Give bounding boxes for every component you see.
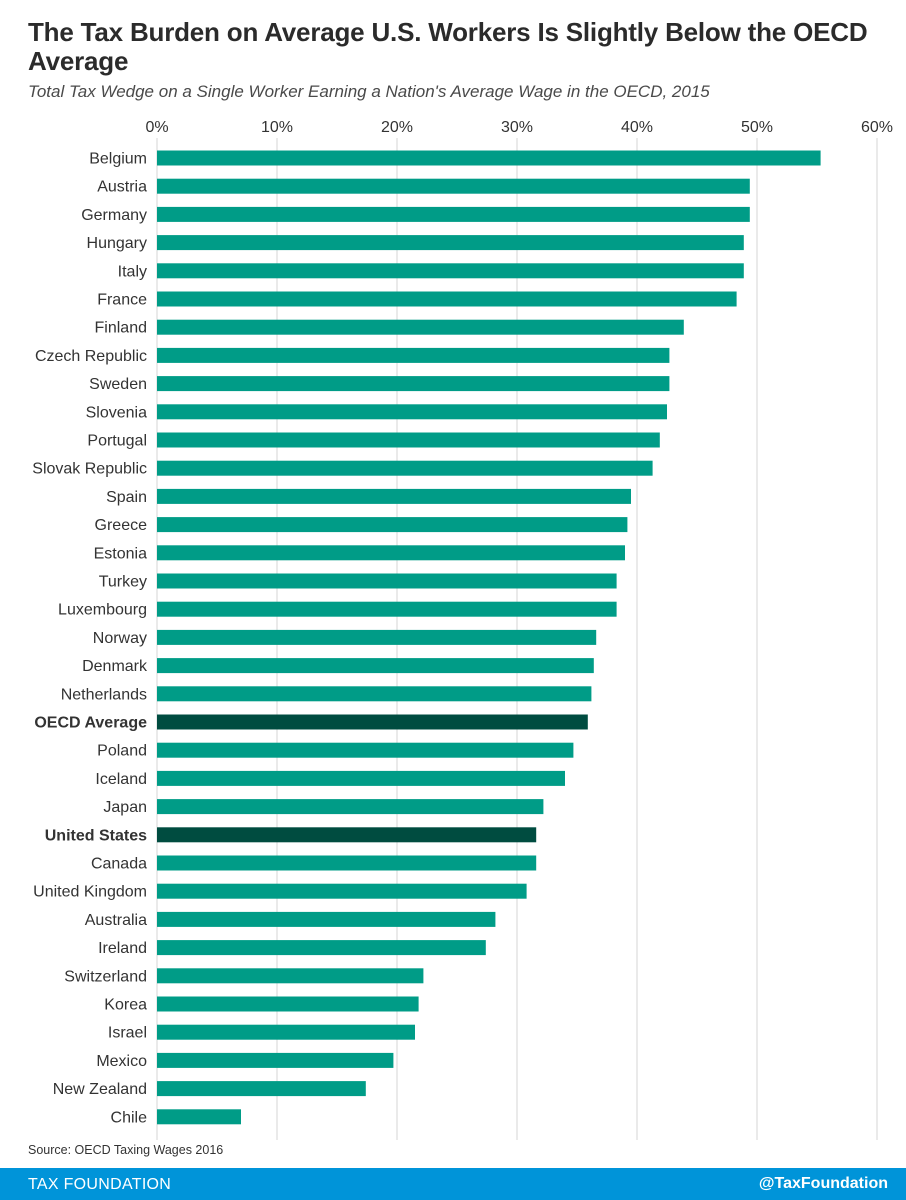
- chart-title: The Tax Burden on Average U.S. Workers I…: [28, 17, 868, 76]
- category-label: Ireland: [98, 940, 147, 957]
- category-label: Slovak Republic: [32, 461, 147, 478]
- bar: [157, 178, 750, 194]
- category-label: Spain: [106, 489, 147, 506]
- bar: [157, 206, 750, 222]
- category-label: Portugal: [87, 433, 147, 450]
- category-label: Denmark: [82, 658, 148, 675]
- bar: [157, 714, 588, 730]
- x-tick-label: 20%: [381, 119, 413, 136]
- category-label: Greece: [95, 517, 148, 534]
- category-label: Turkey: [99, 574, 147, 591]
- bar: [157, 996, 419, 1012]
- category-label: Japan: [103, 799, 147, 816]
- bar: [157, 376, 670, 392]
- bar: [157, 742, 574, 758]
- twitter-handle: @TaxFoundation: [758, 1175, 888, 1192]
- category-label: France: [97, 292, 147, 309]
- bar: [157, 629, 597, 645]
- bar: [157, 686, 592, 702]
- source-note: Source: OECD Taxing Wages 2016: [28, 1143, 224, 1157]
- bar: [157, 517, 628, 533]
- bar: [157, 827, 537, 843]
- bar: [157, 1024, 415, 1040]
- bar: [157, 460, 653, 476]
- footer-bar: TAX FOUNDATION @TaxFoundation: [0, 1168, 906, 1200]
- category-label: United Kingdom: [33, 884, 147, 901]
- category-label: Korea: [104, 997, 147, 1014]
- category-label: Norway: [93, 630, 147, 647]
- bar: [157, 319, 684, 335]
- bar: [157, 545, 625, 561]
- category-label: New Zealand: [53, 1081, 147, 1098]
- bar: [157, 770, 565, 786]
- category-label: Chile: [111, 1109, 148, 1126]
- bar: [157, 968, 424, 984]
- brand-name: TAX FOUNDATION: [28, 1176, 172, 1193]
- bar: [157, 1109, 241, 1125]
- x-tick-label: 30%: [501, 119, 533, 136]
- category-label: Czech Republic: [35, 348, 147, 365]
- bar: [157, 1081, 366, 1097]
- category-label: Hungary: [87, 235, 147, 252]
- bar: [157, 263, 744, 279]
- category-label: Luxembourg: [58, 602, 147, 619]
- category-label: Canada: [91, 856, 147, 873]
- bar: [157, 573, 617, 589]
- category-label: Slovenia: [86, 404, 147, 421]
- bar: [157, 883, 527, 899]
- category-label: Estonia: [94, 545, 147, 562]
- category-label: Switzerland: [64, 968, 147, 985]
- category-label: Germany: [81, 207, 147, 224]
- category-label: United States: [45, 827, 147, 844]
- bar: [157, 488, 631, 504]
- bar: [157, 911, 496, 927]
- category-label: Israel: [108, 1025, 147, 1042]
- x-tick-label: 40%: [621, 119, 653, 136]
- bar: [157, 235, 744, 251]
- bar: [157, 799, 544, 815]
- x-tick-label: 10%: [261, 119, 293, 136]
- category-label: Mexico: [96, 1053, 147, 1070]
- category-label: Netherlands: [61, 686, 147, 703]
- category-label: Poland: [97, 743, 147, 760]
- bar: [157, 1052, 394, 1068]
- bar: [157, 601, 617, 617]
- bar: [157, 855, 537, 871]
- category-label: Finland: [95, 320, 147, 337]
- bar: [157, 432, 660, 448]
- category-label: OECD Average: [34, 715, 147, 732]
- category-label: Italy: [118, 263, 147, 280]
- bar: [157, 150, 821, 166]
- x-tick-label: 60%: [861, 119, 893, 136]
- x-tick-label: 50%: [741, 119, 773, 136]
- bar: [157, 291, 737, 307]
- category-label: Austria: [97, 179, 147, 196]
- category-label: Sweden: [89, 376, 147, 393]
- bar: [157, 404, 667, 420]
- category-label: Belgium: [89, 151, 147, 168]
- x-tick-label: 0%: [145, 119, 168, 136]
- bar-chart: 0% 10% 20% 30% 40% 50% 60% Belgium Austria German…: [32, 119, 893, 1140]
- category-label: Australia: [85, 912, 147, 929]
- category-label: Iceland: [95, 771, 147, 788]
- bar: [157, 658, 594, 674]
- bar: [157, 347, 670, 363]
- chart-subtitle: Total Tax Wedge on a Single Worker Earni…: [28, 82, 710, 101]
- bar: [157, 940, 486, 956]
